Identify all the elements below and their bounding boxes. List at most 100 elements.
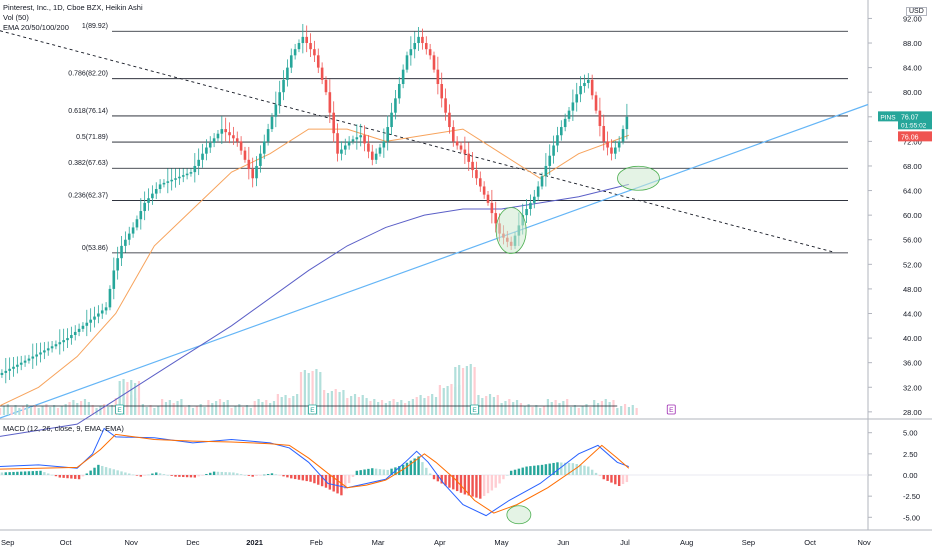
volume-bar: [558, 403, 561, 415]
macd-histogram-bar: [509, 470, 513, 475]
volume-bar: [172, 403, 175, 415]
volume-bar: [103, 404, 106, 415]
volume-bar: [37, 408, 40, 415]
volume-legend[interactable]: Vol (50): [3, 13, 29, 22]
macd-histogram-bar: [77, 475, 81, 480]
macd-histogram-bar: [317, 475, 320, 485]
fib-level-label: 0.236(62.37): [68, 193, 108, 200]
volume-bar: [554, 400, 557, 415]
candle-body: [463, 149, 467, 154]
macd-histogram-bar: [16, 471, 19, 475]
volume-bar: [515, 400, 519, 415]
macd-histogram-bar: [239, 474, 243, 475]
candle-body: [185, 173, 189, 176]
volume-bar: [180, 399, 183, 415]
volume-bar: [519, 403, 522, 415]
candle-body: [259, 153, 262, 166]
price-tick-label: 36.00: [903, 359, 922, 368]
candle-body: [31, 356, 35, 359]
candle-body: [166, 181, 170, 183]
time-axis: Sep Oct Nov Dec 2021 Feb Mar Apr May Jun Jul Aug Sep…: [1, 538, 871, 547]
volume-bar: [230, 408, 233, 415]
volume-bar: [292, 396, 295, 415]
candle-body: [89, 319, 92, 323]
volume-bar: [596, 403, 600, 415]
candle-body: [189, 172, 193, 174]
candle-body: [305, 36, 308, 44]
macd-histogram-bar: [563, 462, 567, 475]
currency-button[interactable]: USD: [906, 7, 927, 16]
macd-histogram-bar: [81, 475, 85, 477]
volume-bar: [10, 407, 13, 415]
volume-bar: [261, 402, 264, 415]
fib-level-label: 0.618(76.14): [68, 108, 108, 115]
volume-bar: [373, 399, 376, 415]
volume-bar: [527, 404, 530, 415]
macd-histogram-bar: [486, 475, 490, 494]
candle-body: [614, 147, 617, 154]
candle-body: [355, 137, 359, 140]
time-axis-label: Nov: [857, 538, 871, 547]
macd-histogram-bar: [479, 475, 482, 499]
macd-histogram-bar: [428, 473, 432, 475]
candle-body: [363, 135, 366, 144]
volume-bar: [411, 399, 414, 415]
candle-body: [486, 194, 490, 203]
volume-bar: [485, 396, 488, 415]
candle-body: [212, 138, 216, 143]
earnings-marker-box: [470, 404, 479, 415]
candle-body: [440, 84, 444, 99]
macd-histogram-bar: [498, 475, 501, 484]
macd-histogram-bar: [390, 468, 393, 475]
volume-bar: [53, 405, 56, 415]
macd-histogram-bar: [131, 474, 135, 476]
candle-body: [394, 98, 397, 113]
macd-histogram-bar: [58, 475, 61, 478]
candle-body: [405, 55, 409, 70]
volume-bar: [512, 402, 515, 415]
ema-legend[interactable]: EMA 20/50/100/200: [3, 23, 69, 32]
macd-histogram-bar: [39, 470, 42, 475]
macd-histogram-bar: [85, 473, 88, 475]
candle-body: [594, 95, 598, 111]
candle-body: [590, 79, 594, 96]
macd-histogram-bar: [425, 467, 428, 475]
candle-body: [374, 153, 378, 160]
macd-histogram-bar: [413, 458, 416, 475]
candle-body: [216, 133, 220, 139]
volume-bar: [500, 403, 503, 415]
candle-body: [471, 161, 474, 171]
time-axis-label: Nov: [124, 538, 138, 547]
macd-tick-label: 0.00: [903, 471, 918, 480]
macd-histogram-bar: [182, 475, 185, 478]
candle-body: [139, 211, 143, 220]
candle-body: [606, 141, 609, 148]
candle-body: [112, 270, 116, 289]
volume-bar: [319, 372, 322, 415]
macd-histogram-bar: [93, 467, 96, 475]
candle-body: [297, 43, 301, 50]
volume-bar: [504, 401, 507, 415]
macd-histogram-bar: [540, 464, 544, 475]
macd-histogram-bar: [189, 475, 193, 478]
volume-bar: [80, 401, 83, 415]
volume-bar: [566, 399, 569, 415]
price-tick-label: 28.00: [903, 408, 922, 417]
candle-body: [351, 139, 355, 142]
macd-legend[interactable]: MACD (12, 26, close, 9, EMA, EMA): [3, 424, 124, 433]
volume-bar: [635, 408, 638, 415]
macd-histogram-bar: [552, 462, 555, 475]
macd-histogram-bar: [482, 475, 486, 496]
candle-body: [8, 368, 11, 371]
time-axis-label: Apr: [434, 538, 446, 547]
macd-histogram-bar: [471, 475, 474, 497]
macd-histogram-bar: [305, 475, 308, 482]
volume-bar: [303, 370, 306, 415]
candle-body: [378, 147, 382, 154]
candle-body: [529, 202, 532, 209]
candle-body: [135, 219, 139, 228]
macd-histogram-bar: [185, 475, 189, 478]
candle-body: [124, 239, 127, 246]
volume-bar: [535, 405, 538, 415]
volume-bar: [134, 383, 137, 415]
